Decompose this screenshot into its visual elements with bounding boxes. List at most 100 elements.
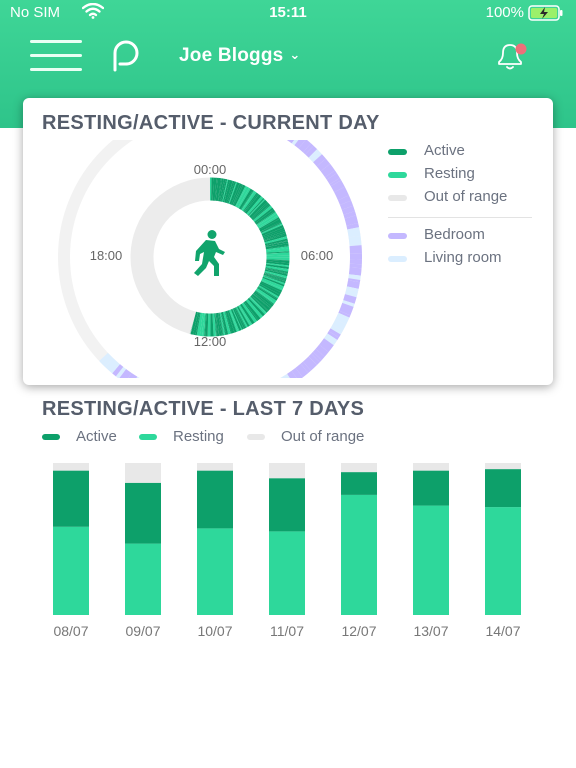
carrier-label: No SIM [10, 4, 61, 21]
location-segment [291, 367, 303, 378]
bar-active-6 [485, 469, 521, 508]
activity-segment [227, 310, 237, 333]
wifi-icon [81, 2, 105, 23]
location-segment [302, 356, 317, 371]
location-segment [344, 288, 358, 298]
location-segment [346, 280, 360, 289]
location-segment [348, 274, 361, 280]
notifications-button[interactable] [494, 42, 530, 77]
location-segment [291, 140, 299, 146]
activity-segment [262, 229, 286, 239]
activity-segment [260, 280, 283, 293]
activity-segment [263, 231, 286, 240]
location-segment [313, 154, 326, 167]
legend-swatch-bedroom [388, 233, 407, 239]
chevron-down-icon: ⌄ [289, 47, 301, 62]
activity-segment [247, 297, 265, 317]
activity-segment [239, 303, 255, 325]
location-segment [115, 366, 127, 378]
location-segment [344, 215, 359, 226]
battery-percentage: 100% [485, 4, 524, 21]
activity-segment [256, 211, 277, 227]
activity-segment [224, 180, 233, 203]
location-segment [337, 195, 352, 205]
bar-resting-6 [485, 507, 521, 615]
activity-segment [264, 234, 287, 243]
legend-label-active: Active [424, 142, 465, 159]
activity-segment [261, 223, 283, 235]
activity-segment [234, 307, 246, 329]
location-segment [335, 312, 350, 325]
user-selector[interactable]: Joe Bloggs ⌄ [179, 45, 301, 67]
bar-out-of-range-6 [485, 463, 521, 470]
activity-segment [261, 224, 284, 236]
activity-segment [241, 190, 255, 211]
activity-segment [253, 205, 273, 222]
location-segment [343, 211, 357, 219]
activity-segment [262, 227, 285, 238]
location-segment [330, 325, 343, 335]
location-segment [334, 186, 349, 201]
activity-segment [257, 213, 278, 228]
status-bar: No SIM 15:11 100% [0, 0, 576, 26]
hamburger-menu-button[interactable] [30, 40, 82, 72]
location-segment [112, 364, 124, 377]
bar-resting-1 [125, 543, 161, 615]
bar-active-4 [341, 472, 377, 495]
activity-segment [225, 310, 235, 334]
activity-segment [255, 290, 275, 305]
activity-segment [244, 194, 262, 214]
location-segment [100, 354, 112, 366]
activity-segment [190, 311, 198, 335]
activity-segment [259, 218, 282, 232]
location-segment [338, 310, 351, 318]
activity-segment [243, 192, 258, 212]
location-segment [329, 177, 342, 187]
activity-segment [257, 287, 278, 301]
bar-active-0 [53, 470, 89, 527]
activity-segment [243, 193, 259, 213]
activity-segment [261, 279, 283, 291]
location-segment [305, 145, 318, 158]
x-tick-label: 08/07 [53, 623, 88, 639]
location-segment [339, 200, 354, 210]
legend-item-out-of-range: Out of range [388, 188, 548, 211]
bar-resting-2 [197, 528, 233, 615]
status-time: 15:11 [269, 4, 307, 21]
activity-segment [247, 198, 265, 216]
location-segment [348, 235, 362, 247]
legend-swatch-living-room [388, 256, 407, 262]
location-segment [328, 328, 341, 338]
activity-segment [258, 285, 279, 299]
activity-segment [241, 191, 257, 212]
activity-segment [250, 295, 268, 313]
location-segment [303, 143, 314, 155]
legend-item-resting: Resting [388, 165, 548, 188]
location-segment [308, 353, 320, 365]
bar-out-of-range-0 [53, 463, 89, 471]
location-segment [341, 205, 355, 215]
legend-swatch-resting [388, 172, 407, 178]
legend-item-living-room: Living room [388, 249, 548, 272]
activity-segment [261, 277, 284, 290]
activity-segment [249, 296, 267, 314]
location-segment [316, 158, 331, 172]
activity-segment [238, 304, 253, 326]
legend7-label-resting: Resting [173, 428, 224, 445]
legend7-swatch-out-of-range [247, 434, 265, 440]
location-segment [342, 300, 355, 307]
location-segment [105, 358, 120, 374]
bell-icon [498, 43, 527, 70]
bar-active-3 [269, 478, 305, 532]
legend-label-living-room: Living room [424, 249, 502, 266]
current-day-card: RESTING/ACTIVE - CURRENT DAY 00:00 06:00… [23, 98, 553, 385]
clock-label-right: 06:00 [301, 248, 334, 263]
legend-swatch-out-of-range [388, 195, 407, 201]
location-segment [298, 140, 311, 153]
activity-segment [230, 308, 242, 331]
activity-segment [235, 185, 247, 207]
legend7-label-active: Active [76, 428, 117, 445]
location-segment [346, 286, 359, 292]
location-segment [312, 348, 325, 361]
last-7-days-title: RESTING/ACTIVE - LAST 7 DAYS [42, 398, 365, 420]
